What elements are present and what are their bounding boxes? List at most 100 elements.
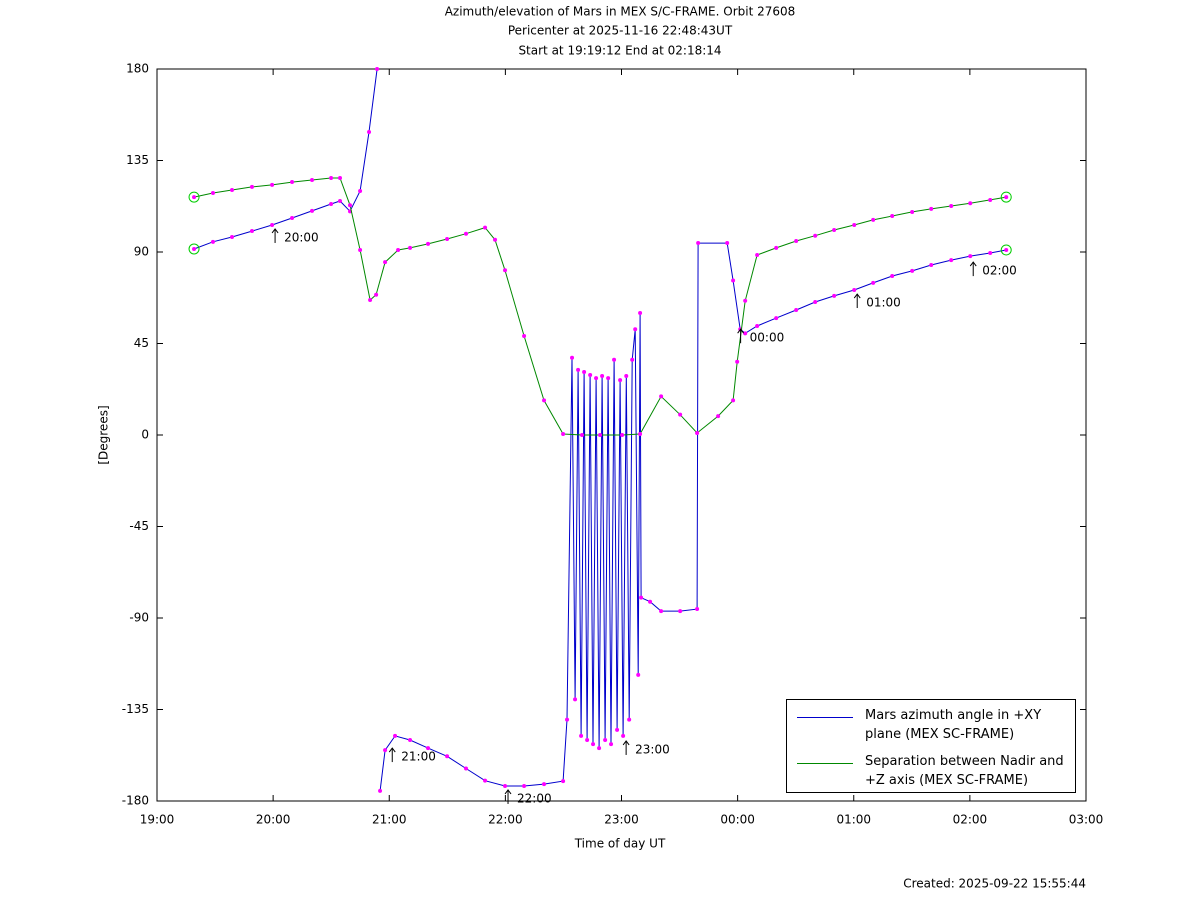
data-point [659,609,664,614]
data-point [1004,195,1009,200]
data-point [630,357,635,362]
data-point [725,241,730,246]
data-point [618,378,623,383]
data-point [408,245,413,250]
data-point [949,258,954,263]
data-point [695,607,700,612]
legend-swatch [797,717,853,718]
data-point [774,245,779,250]
data-point [426,746,431,751]
data-point [871,217,876,222]
data-point [597,746,602,751]
annotation-label: 21:00 [401,750,436,764]
y-tick-label: 180 [126,62,149,76]
data-point [598,433,603,437]
annotation-arrowhead [622,740,630,746]
data-point [408,738,413,742]
annotation-arrowhead [504,789,512,795]
legend-label: Mars azimuth angle in +XY plane (MEX SC-… [865,708,1042,742]
data-point [561,431,566,436]
data-point [310,208,315,213]
data-point [378,788,383,793]
y-tick-label: 0 [141,428,149,442]
data-point [890,273,895,278]
data-point [503,268,508,273]
data-point [358,247,363,252]
data-point [329,202,334,207]
x-tick-label: 23:00 [604,813,639,827]
data-point [755,324,760,329]
data-point [638,431,643,436]
data-point [483,225,488,230]
data-point [329,175,334,180]
x-tick-label: 03:00 [1069,813,1104,827]
data-point [570,355,575,360]
data-point [338,175,343,180]
data-point [347,203,352,208]
data-point [832,293,837,298]
y-tick-label: -45 [129,519,149,533]
data-point [852,288,857,293]
endpoint-marker [188,243,200,255]
data-point [620,433,625,437]
chart-subtitle: Pericenter at 2025-11-16 22:48:43UT [508,24,733,38]
data-point [968,201,973,206]
data-point [794,307,799,312]
data-point [638,311,643,315]
data-point [636,672,641,677]
data-point [249,229,254,234]
endpoint-marker [1000,244,1012,256]
data-point [627,717,632,722]
data-point [988,251,993,256]
data-point [374,292,379,297]
annotation-arrowhead [737,328,745,334]
data-point [230,234,235,239]
data-point [426,241,431,246]
legend-label: Separation between Nadir and +Z axis (ME… [865,754,1064,788]
data-point [678,609,683,614]
data-point [542,398,547,403]
data-point [813,300,818,305]
chart-title: Azimuth/elevation of Mars in MEX S/C-FRA… [445,5,796,19]
data-point [871,280,876,285]
data-point [576,367,581,372]
data-point [600,374,605,379]
y-tick-label: -135 [122,702,149,716]
data-point [542,782,547,787]
data-point [580,433,585,437]
data-point [929,263,934,268]
data-point [522,783,527,788]
data-point [585,738,590,742]
data-point [464,231,469,236]
legend-entry: Mars azimuth angle in +XY plane (MEX SC-… [795,706,1069,746]
data-point [573,697,578,702]
series-line [193,68,378,250]
annotation-label: 22:00 [517,791,552,805]
data-point [591,742,596,747]
data-point [579,733,584,738]
endpoint-marker [1000,191,1012,203]
data-point [609,742,614,747]
data-point [367,130,372,135]
annotation-arrowhead [388,747,396,753]
data-point [949,204,954,209]
annotation-label: 01:00 [866,296,901,310]
data-point [603,738,608,742]
data-point [493,237,498,242]
data-point [192,246,197,251]
legend-swatch [797,763,853,764]
data-point [695,430,700,435]
annotation-label: 02:00 [982,264,1017,278]
data-point [678,412,683,417]
data-point [633,327,638,332]
annotation-label: 00:00 [750,331,785,345]
data-point [852,222,857,227]
endpoint-marker [188,191,200,203]
y-tick-label: 135 [126,153,149,167]
annotation-label: 23:00 [635,742,670,756]
annotation-arrowhead [853,293,861,299]
data-point [716,414,721,419]
data-point [731,398,736,403]
data-point [393,733,398,738]
data-point [624,374,629,379]
